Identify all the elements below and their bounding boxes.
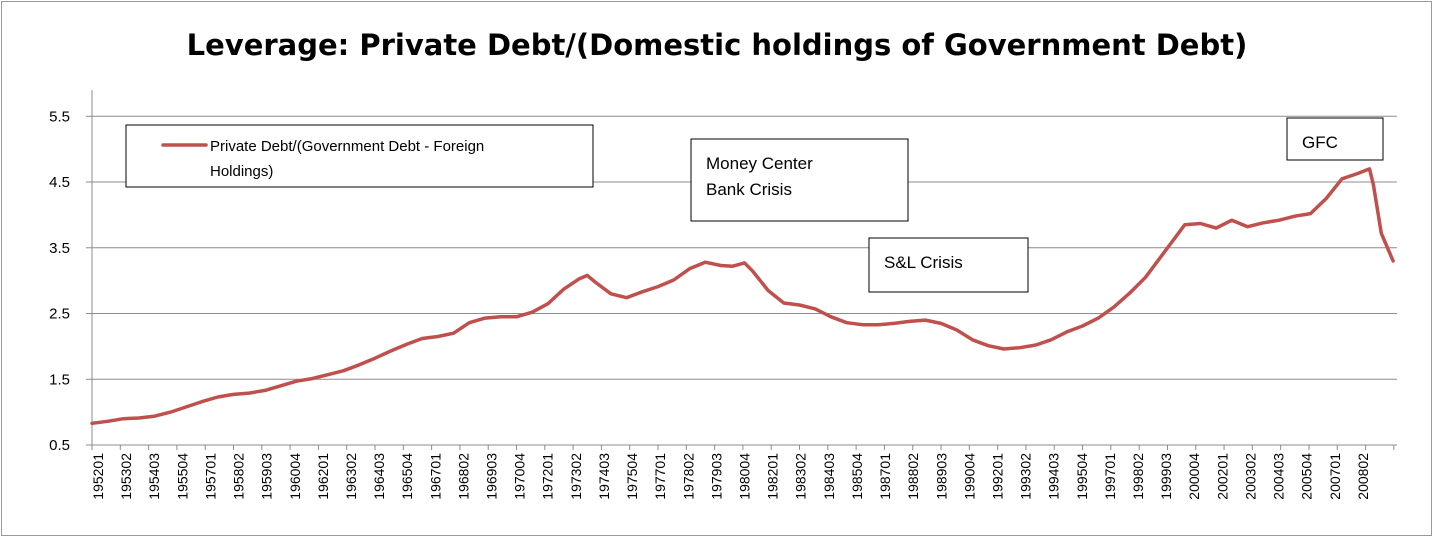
annotation-box <box>1286 117 1384 161</box>
annotation-box <box>690 138 909 222</box>
x-tick-label: 200004 <box>1186 453 1202 500</box>
x-tick-label: 199701 <box>1102 453 1118 500</box>
x-tick-label: 195802 <box>231 453 247 500</box>
x-tick-label: 197903 <box>708 453 724 500</box>
x-tick-label: 196701 <box>427 453 443 500</box>
x-tick-label: 197302 <box>568 453 584 500</box>
x-tick-label: 199903 <box>1158 453 1174 500</box>
annotation-text: S&L Crisis <box>884 253 963 272</box>
x-tick-label: 198302 <box>793 453 809 500</box>
x-tick-label: 199504 <box>1074 453 1090 500</box>
annotation-money-center-bank-crisis: Money Center Bank Crisis <box>690 138 909 222</box>
y-tick-label: 3.5 <box>49 240 70 257</box>
x-tick-label: 196802 <box>455 453 471 500</box>
x-axis: 195201 195302 195403 195504 195701 195802 1959… <box>90 444 1397 500</box>
x-tick-label: 199403 <box>1046 453 1062 500</box>
legend-label: Holdings) <box>210 163 273 180</box>
annotation-box <box>868 237 1029 293</box>
legend-box <box>125 124 594 188</box>
annotation-gfc: GFC <box>1286 117 1384 161</box>
x-tick-label: 196403 <box>371 453 387 500</box>
series-layer <box>90 167 1395 426</box>
x-tick-label: 198903 <box>933 453 949 500</box>
x-tick-label: 200302 <box>1243 453 1259 500</box>
x-tick-label: 197004 <box>512 453 528 500</box>
annotation-text: Bank Crisis <box>706 180 792 199</box>
x-tick-label: 195701 <box>202 453 218 500</box>
x-tick-label: 199302 <box>1018 453 1034 500</box>
x-tick-label: 199802 <box>1130 453 1146 500</box>
x-tick-label: 195302 <box>118 453 134 500</box>
x-tick-label: 197701 <box>652 453 668 500</box>
y-tick-label: 5.5 <box>49 108 70 125</box>
x-tick-label: 200201 <box>1214 453 1230 500</box>
x-tick-label: 196302 <box>343 453 359 500</box>
x-tick-label: 197201 <box>540 453 556 500</box>
legend: Private Debt/(Government Debt - Foreign H… <box>125 124 594 188</box>
y-tick-label: 4.5 <box>49 174 70 191</box>
series-line <box>90 167 1395 426</box>
x-tick-label: 199201 <box>990 453 1006 500</box>
annotation-layer: Money Center Bank Crisis S&L Crisis GFC <box>690 117 1384 293</box>
x-tick-label: 195903 <box>259 453 275 500</box>
y-axis: 0.5 1.5 2.5 3.5 4.5 5.5 <box>49 90 93 454</box>
x-tick-label: 198403 <box>821 453 837 500</box>
x-tick-label: 195201 <box>90 453 106 500</box>
x-tick-label: 198201 <box>765 453 781 500</box>
x-tick-label: 195403 <box>146 453 162 500</box>
x-tick-label: 197802 <box>680 453 696 500</box>
x-tick-label: 198004 <box>737 453 753 500</box>
x-tick-label: 196201 <box>315 453 331 500</box>
x-tick-label: 200504 <box>1299 453 1315 500</box>
x-tick-label: 200701 <box>1327 453 1343 500</box>
x-tick-label: 198504 <box>849 453 865 500</box>
x-tick-label: 199004 <box>961 453 977 500</box>
x-tick-label: 195504 <box>174 453 190 500</box>
x-tick-label: 197403 <box>596 453 612 500</box>
legend-label: Private Debt/(Government Debt - Foreign <box>210 138 484 155</box>
annotation-text: Money Center <box>706 154 813 173</box>
x-tick-label: 200802 <box>1355 453 1371 500</box>
x-tick-label: 198802 <box>905 453 921 500</box>
x-tick-label: 197504 <box>624 453 640 500</box>
x-tick-label: 196903 <box>484 453 500 500</box>
y-tick-label: 2.5 <box>49 306 70 323</box>
y-tick-label: 0.5 <box>49 437 70 454</box>
x-tick-label: 196004 <box>287 453 303 500</box>
x-tick-label: 200403 <box>1271 453 1287 500</box>
x-tick-label: 196504 <box>399 453 415 500</box>
y-tick-label: 1.5 <box>49 371 70 388</box>
chart-title: Leverage: Private Debt/(Domestic holding… <box>187 28 1248 62</box>
x-tick-label: 198701 <box>877 453 893 500</box>
annotation-text: GFC <box>1302 133 1338 152</box>
annotation-sl-crisis: S&L Crisis <box>868 237 1029 293</box>
